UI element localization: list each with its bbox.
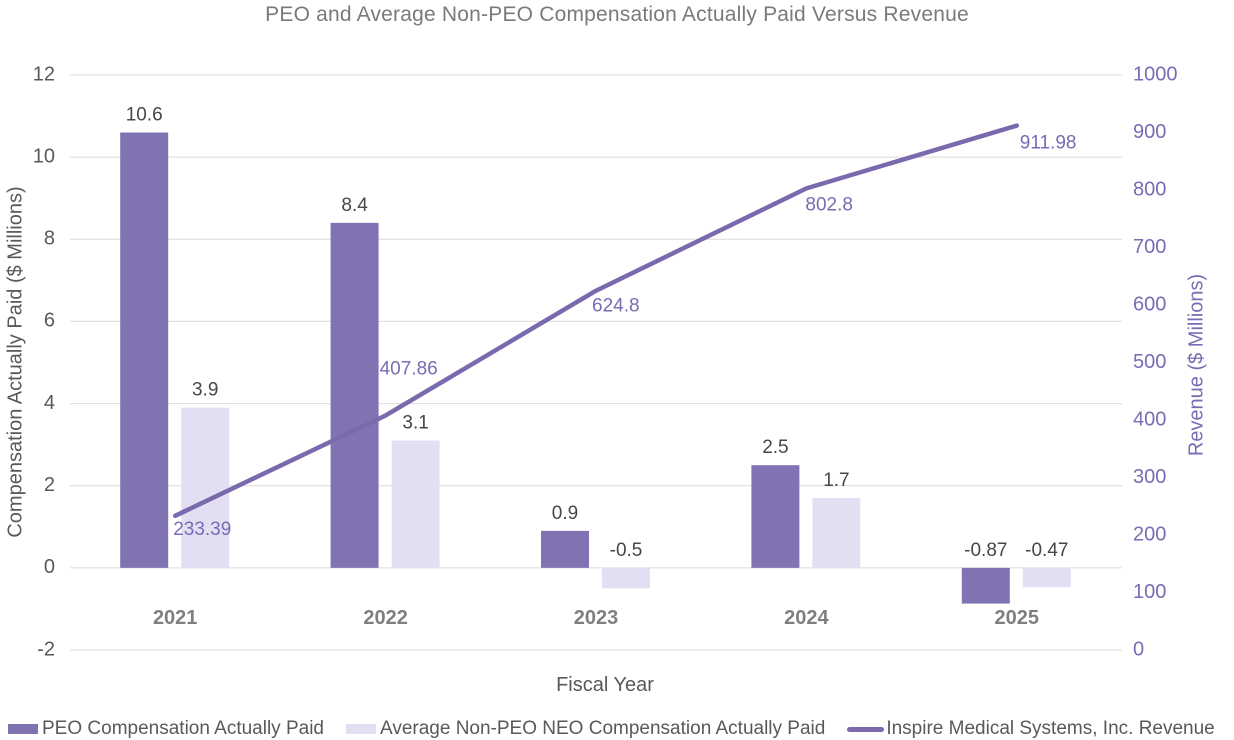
right-axis-title: Revenue ($ Millions) xyxy=(1185,273,1208,457)
right-axis-tick-label: 1000 xyxy=(1133,63,1178,85)
bar-value-label: 0.9 xyxy=(552,503,578,524)
bar-peo-2023 xyxy=(541,530,589,568)
bar-non-peo-2021 xyxy=(181,407,230,568)
right-axis-tick-label: 300 xyxy=(1133,466,1166,488)
bar-value-label: -0.5 xyxy=(610,540,643,561)
right-axis-tick-label: 500 xyxy=(1133,351,1166,373)
x-tick-label-2023: 2023 xyxy=(574,607,619,629)
left-axis-tick-label: -2 xyxy=(37,638,55,660)
legend-label-non-peo: Average Non-PEO NEO Compensation Actuall… xyxy=(380,718,826,739)
revenue-point-label: 624.8 xyxy=(592,296,640,317)
legend-swatch-peo xyxy=(8,724,38,734)
left-axis-tick-label: 10 xyxy=(33,145,55,167)
bar-value-label: 3.1 xyxy=(402,413,428,434)
left-axis-tick-label: 4 xyxy=(44,392,55,414)
chart-title: PEO and Average Non-PEO Compensation Act… xyxy=(265,3,969,26)
legend-item-non-peo: Average Non-PEO NEO Compensation Actuall… xyxy=(346,718,825,740)
x-tick-label-2022: 2022 xyxy=(363,607,408,629)
revenue-point-label: 407.86 xyxy=(380,358,438,379)
revenue-point-label: 911.98 xyxy=(1020,133,1077,154)
left-axis-tick-label: 0 xyxy=(44,556,55,578)
left-axis-tick-label: 12 xyxy=(33,63,55,85)
bar-non-peo-2025 xyxy=(1022,567,1071,588)
bar-value-label: 2.5 xyxy=(762,437,788,458)
legend-label-peo: PEO Compensation Actually Paid xyxy=(42,718,324,739)
left-axis-title: Compensation Actually Paid ($ Millions) xyxy=(4,186,27,538)
left-axis-tick-label: 6 xyxy=(44,310,55,332)
bar-value-label: 1.7 xyxy=(823,470,849,491)
legend: PEO Compensation Actually Paid Average N… xyxy=(8,718,1215,740)
legend-item-peo: PEO Compensation Actually Paid xyxy=(8,718,324,740)
left-axis-tick-label: 8 xyxy=(44,228,55,250)
bar-non-peo-2024 xyxy=(812,498,861,568)
bar-non-peo-2023 xyxy=(602,567,650,589)
x-tick-label-2021: 2021 xyxy=(153,607,198,629)
legend-swatch-revenue xyxy=(847,726,885,732)
right-axis-tick-label: 700 xyxy=(1133,236,1166,258)
x-axis-title: Fiscal Year xyxy=(556,674,654,696)
bar-peo-2021 xyxy=(120,132,169,568)
revenue-point-label: 802.8 xyxy=(805,194,853,215)
bar-peo-2022 xyxy=(330,222,379,568)
x-tick-label-2025: 2025 xyxy=(995,607,1040,629)
bar-value-label: 8.4 xyxy=(341,195,368,216)
right-axis-tick-label: 900 xyxy=(1133,121,1166,143)
bar-value-label: -0.47 xyxy=(1025,540,1068,561)
legend-label-revenue: Inspire Medical Systems, Inc. Revenue xyxy=(886,718,1215,739)
revenue-line xyxy=(172,123,1020,519)
right-axis-tick-label: 200 xyxy=(1133,523,1166,545)
bar-value-label: -0.87 xyxy=(964,540,1007,561)
bar-peo-2024 xyxy=(751,465,800,568)
right-axis-tick-label: 800 xyxy=(1133,178,1166,200)
bar-value-label: 3.9 xyxy=(192,380,218,401)
right-axis-tick-label: 600 xyxy=(1133,293,1166,315)
bar-non-peo-2022 xyxy=(391,440,440,568)
right-axis-tick-label: 100 xyxy=(1133,581,1166,603)
left-axis-tick-label: 2 xyxy=(44,474,55,496)
right-axis-tick-label: 400 xyxy=(1133,408,1166,430)
bar-value-label: 10.6 xyxy=(126,105,163,126)
legend-item-revenue: Inspire Medical Systems, Inc. Revenue xyxy=(847,718,1215,740)
right-axis-tick-label: 0 xyxy=(1133,638,1144,660)
revenue-point-label: 233.39 xyxy=(173,519,231,540)
x-tick-label-2024: 2024 xyxy=(784,607,829,629)
bar-peo-2025 xyxy=(961,567,1010,604)
legend-swatch-non-peo xyxy=(346,724,376,734)
